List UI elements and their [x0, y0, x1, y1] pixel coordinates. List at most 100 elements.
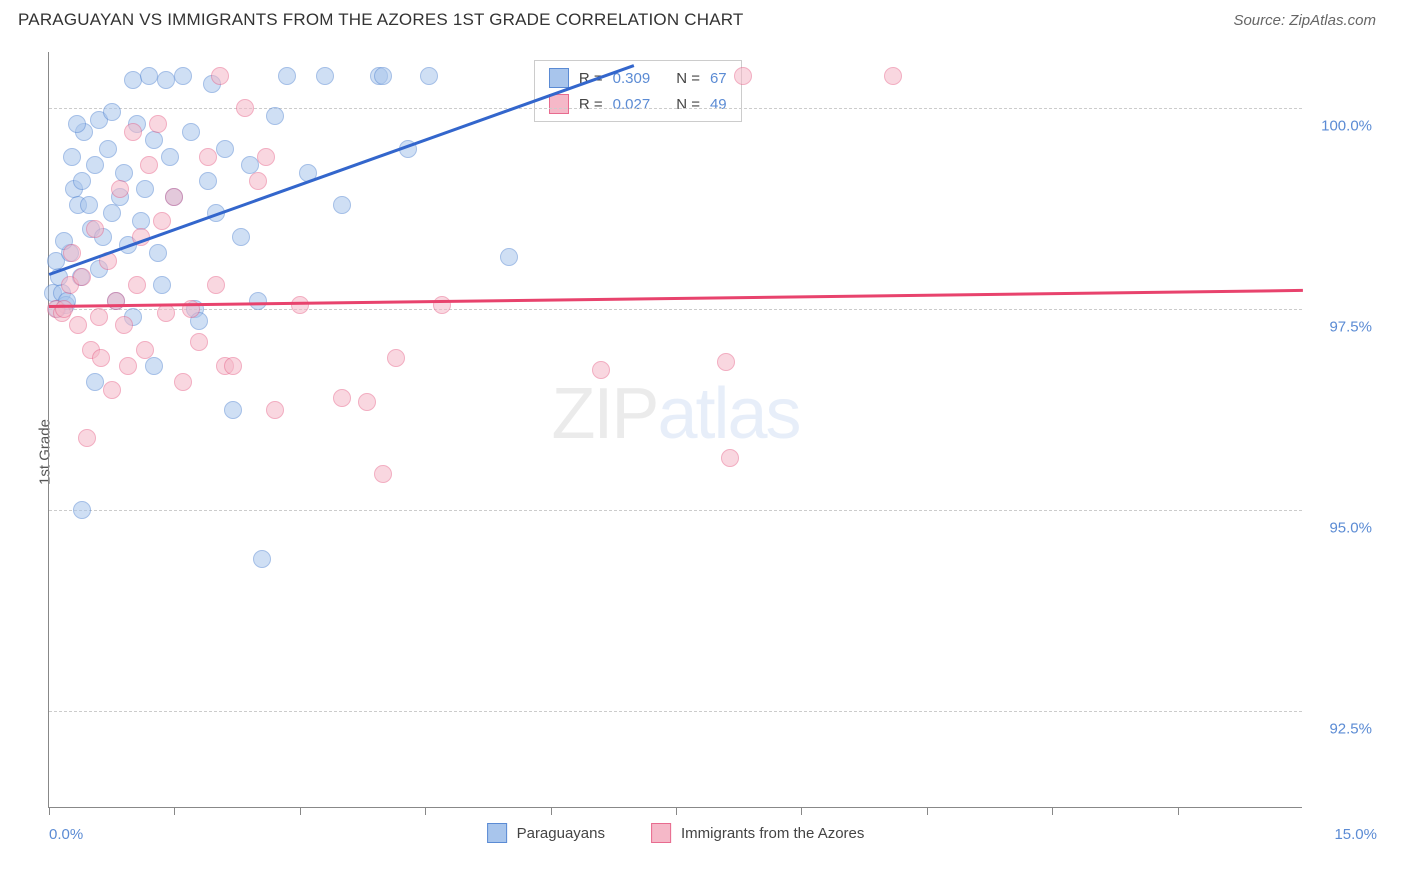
scatter-point	[717, 353, 735, 371]
scatter-point	[190, 333, 208, 351]
scatter-point	[333, 389, 351, 407]
x-tick	[801, 807, 802, 815]
x-tick	[1052, 807, 1053, 815]
scatter-point	[63, 244, 81, 262]
scatter-point	[316, 67, 334, 85]
scatter-point	[107, 292, 125, 310]
scatter-point	[420, 67, 438, 85]
scatter-point	[199, 172, 217, 190]
scatter-point	[211, 67, 229, 85]
x-tick-label: 15.0%	[1334, 826, 1377, 843]
x-tick	[174, 807, 175, 815]
scatter-point	[592, 361, 610, 379]
gridline	[49, 711, 1302, 712]
scatter-point	[103, 204, 121, 222]
scatter-point	[161, 148, 179, 166]
scatter-point	[249, 172, 267, 190]
x-tick	[49, 807, 50, 815]
legend-swatch	[549, 68, 569, 88]
scatter-point	[86, 373, 104, 391]
scatter-point	[111, 180, 129, 198]
n-label: N =	[676, 70, 700, 87]
scatter-point	[207, 276, 225, 294]
scatter-point	[90, 308, 108, 326]
scatter-point	[92, 349, 110, 367]
scatter-point	[174, 373, 192, 391]
scatter-point	[99, 140, 117, 158]
scatter-point	[115, 316, 133, 334]
scatter-point	[86, 220, 104, 238]
y-tick-label: 97.5%	[1310, 319, 1372, 336]
scatter-point	[153, 276, 171, 294]
trend-line	[49, 64, 635, 275]
scatter-point	[291, 296, 309, 314]
scatter-point	[68, 115, 86, 133]
scatter-point	[63, 148, 81, 166]
trend-line	[49, 289, 1303, 308]
scatter-point	[278, 67, 296, 85]
chart-title: PARAGUAYAN VS IMMIGRANTS FROM THE AZORES…	[18, 10, 744, 30]
scatter-point	[374, 67, 392, 85]
scatter-point	[174, 67, 192, 85]
scatter-point	[136, 341, 154, 359]
legend-swatch	[651, 823, 671, 843]
scatter-point	[721, 449, 739, 467]
x-tick	[927, 807, 928, 815]
scatter-point	[145, 131, 163, 149]
legend-swatch	[487, 823, 507, 843]
x-tick	[425, 807, 426, 815]
scatter-point	[73, 501, 91, 519]
legend-item: Immigrants from the Azores	[651, 823, 864, 843]
x-tick	[676, 807, 677, 815]
scatter-point	[266, 107, 284, 125]
r-value: 0.027	[613, 96, 651, 113]
scatter-point	[153, 212, 171, 230]
y-tick-label: 95.0%	[1310, 520, 1372, 537]
scatter-point	[103, 381, 121, 399]
scatter-point	[182, 123, 200, 141]
legend-label: Immigrants from the Azores	[681, 825, 864, 842]
scatter-point	[199, 148, 217, 166]
scatter-point	[119, 357, 137, 375]
plot-area: ZIPatlas R = 0.309N = 67R = 0.027N = 49 …	[48, 52, 1302, 808]
scatter-point	[124, 123, 142, 141]
scatter-point	[140, 156, 158, 174]
scatter-point	[257, 148, 275, 166]
n-value: 49	[710, 96, 727, 113]
scatter-point	[73, 268, 91, 286]
legend-item: Paraguayans	[487, 823, 605, 843]
scatter-point	[145, 357, 163, 375]
legend-row: R = 0.027N = 49	[535, 91, 741, 117]
gridline	[49, 510, 1302, 511]
scatter-point	[236, 99, 254, 117]
scatter-point	[78, 429, 96, 447]
y-tick-label: 92.5%	[1310, 721, 1372, 738]
scatter-point	[69, 316, 87, 334]
watermark: ZIPatlas	[551, 373, 799, 455]
x-tick	[551, 807, 552, 815]
scatter-point	[387, 349, 405, 367]
series-legend: Paraguayans Immigrants from the Azores	[487, 823, 865, 843]
n-value: 67	[710, 70, 727, 87]
x-tick-label: 0.0%	[49, 826, 83, 843]
scatter-point	[253, 550, 271, 568]
scatter-point	[80, 196, 98, 214]
scatter-point	[224, 357, 242, 375]
scatter-point	[358, 393, 376, 411]
scatter-point	[73, 172, 91, 190]
scatter-point	[103, 103, 121, 121]
scatter-point	[500, 248, 518, 266]
scatter-point	[149, 244, 167, 262]
scatter-point	[140, 67, 158, 85]
scatter-point	[232, 228, 250, 246]
x-tick	[300, 807, 301, 815]
scatter-point	[136, 180, 154, 198]
scatter-point	[128, 276, 146, 294]
scatter-point	[266, 401, 284, 419]
scatter-point	[224, 401, 242, 419]
scatter-point	[149, 115, 167, 133]
n-label: N =	[676, 96, 700, 113]
scatter-point	[734, 67, 752, 85]
source-label: Source: ZipAtlas.com	[1233, 12, 1376, 29]
legend-label: Paraguayans	[517, 825, 605, 842]
